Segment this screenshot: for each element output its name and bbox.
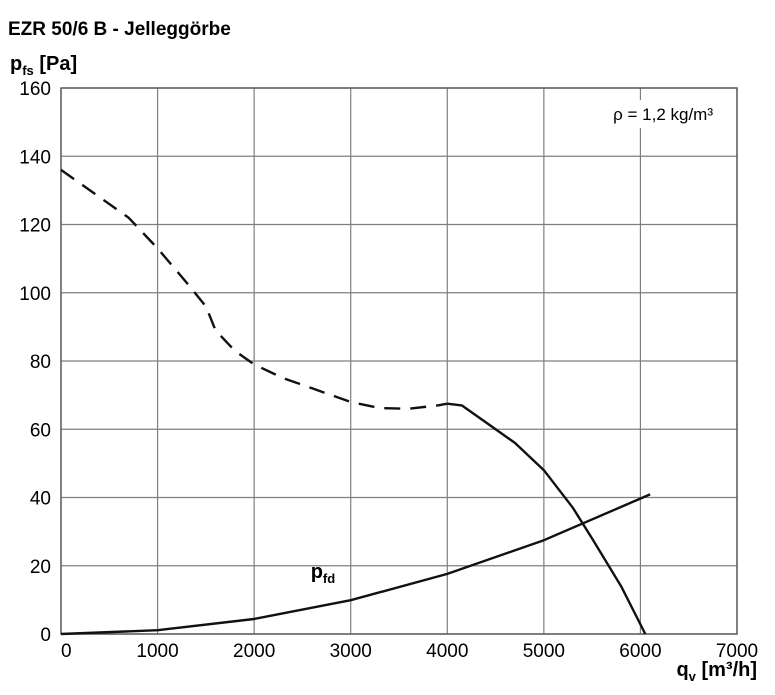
x-axis-label-sub: v (689, 669, 697, 684)
plot-frame (60, 87, 738, 635)
series-label-sub: fd (323, 571, 335, 586)
y-axis-label-sub: fs (22, 63, 34, 78)
x-tick-label: 4000 (426, 641, 468, 662)
x-tick-label: 7000 (716, 641, 758, 662)
y-tick-labels: 0 20 40 60 80 100 120 140 160 (19, 79, 51, 646)
x-tick-label: 3000 (330, 641, 372, 662)
x-axis-label: qv [m³/h] (676, 659, 757, 684)
grid (60, 87, 738, 635)
x-tick-labels: 0 1000 2000 3000 4000 5000 6000 7000 (61, 641, 758, 662)
x-tick-label: 1000 (136, 641, 178, 662)
y-tick-label: 60 (30, 420, 51, 441)
y-tick-label: 40 (30, 489, 51, 510)
x-axis-label-main: q (676, 659, 688, 681)
annotation-background (587, 100, 717, 128)
x-tick-label: 2000 (233, 641, 275, 662)
series-lines (60, 168, 651, 636)
series-line-1 (447, 402, 647, 635)
y-tick-label: 160 (19, 79, 51, 100)
y-tick-label: 0 (40, 625, 51, 646)
chart-title: EZR 50/6 B - Jelleggörbe (8, 19, 231, 40)
y-tick-label: 20 (30, 557, 51, 578)
y-tick-label: 100 (19, 284, 51, 305)
series-line-2 (60, 493, 651, 636)
y-axis-label-main: p (10, 53, 22, 75)
y-tick-label: 80 (30, 352, 51, 373)
x-axis-label-unit: [m³/h] (696, 659, 757, 681)
x-tick-label: 5000 (523, 641, 565, 662)
x-tick-label: 0 (61, 641, 72, 662)
y-axis-label-unit: [Pa] (34, 53, 77, 75)
y-axis-label: pfs [Pa] (10, 53, 77, 78)
series-label-pfd: pfd (311, 561, 336, 586)
series-line-0 (60, 168, 448, 410)
x-tick-label: 6000 (619, 641, 661, 662)
series-label-main: p (311, 561, 323, 583)
y-tick-label: 140 (19, 147, 51, 168)
y-tick-label: 120 (19, 216, 51, 237)
density-annotation: ρ = 1,2 kg/m³ (613, 105, 713, 124)
